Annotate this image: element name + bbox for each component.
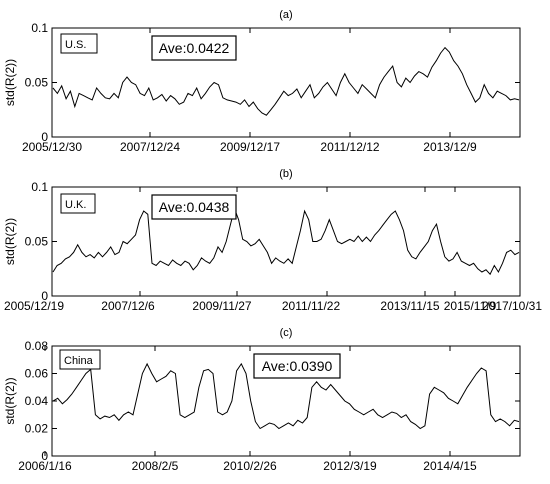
y-tick-label: 0.08 [25,339,49,353]
average-annotation: Ave:0.0422 [159,40,230,56]
panel-title: (b) [279,168,292,180]
series-line [52,46,520,116]
y-tick-label: 0 [41,289,48,303]
x-tick-label: 2017/10/31 [482,299,542,313]
legend-box [59,349,101,370]
panel-title: (c) [280,327,293,339]
y-tick-label: 0.1 [31,180,48,194]
x-tick-label: 2014/4/15 [423,459,477,473]
x-tick-label: 2011/12/12 [320,140,379,154]
legend-label: U.K. [65,199,86,211]
y-tick-label: 0 [41,130,48,144]
x-tick-label: 2006/1/16 [18,459,72,473]
x-tick-label: 2010/2/26 [223,459,277,473]
chart-panel-1: (a) 0 0.05 0.1 std(R(2)) 2005/12/30 2007/12/24… [3,9,521,154]
y-tick-label: 0.06 [25,367,49,381]
average-box [151,35,237,61]
x-tick-label: 2009/11/27 [192,299,251,313]
chart-panel-2: (b) 0 0.05 0.1 std(R(2)) 2005/12/19 2007/12/6 2… [3,168,542,313]
x-tick-label: 2011/11/22 [282,299,341,313]
x-tick-label: 2008/2/5 [132,459,179,473]
average-box [151,194,237,220]
y-tick-label: 0.04 [25,394,49,408]
legend-label: China [64,355,94,367]
panel-title: (a) [279,9,292,21]
x-tick-label: 2007/12/24 [120,140,180,154]
x-tick-label: 2007/12/6 [101,299,155,313]
y-tick-label: 0.05 [25,76,49,90]
y-tick-label: 0.05 [25,235,49,249]
series-line [52,362,520,430]
y-tick-label: 0.02 [25,422,49,436]
x-tick-label: 2005/12/19 [4,299,64,313]
y-tick-label: 0.1 [31,21,48,35]
chart-panel-3: (c)00.020.040.060.08std(R(2))2006/1/1620… [3,327,521,473]
y-axis-label: std(R(2)) [3,218,17,265]
x-tick-label: 2015/11/9 [444,299,497,313]
x-tick-label: 2009/12/17 [220,140,280,154]
y-axis-label: std(R(2)) [3,59,17,106]
x-tick-label: 2005/12/30 [22,140,82,154]
x-tick-label: 2013/12/9 [423,140,477,154]
average-annotation: Ave:0.0438 [159,199,230,215]
legend-box [60,193,96,214]
legend-label: U.S. [65,39,86,51]
x-tick-label: 2013/11/15 [380,299,439,313]
legend-box [60,33,98,54]
average-annotation: Ave:0.0390 [262,358,333,374]
series-line [52,207,520,276]
plot-frame [51,186,521,297]
x-tick-label: 2012/3/19 [323,459,377,473]
average-box [253,353,341,379]
y-axis-label: std(R(2)) [3,377,17,424]
